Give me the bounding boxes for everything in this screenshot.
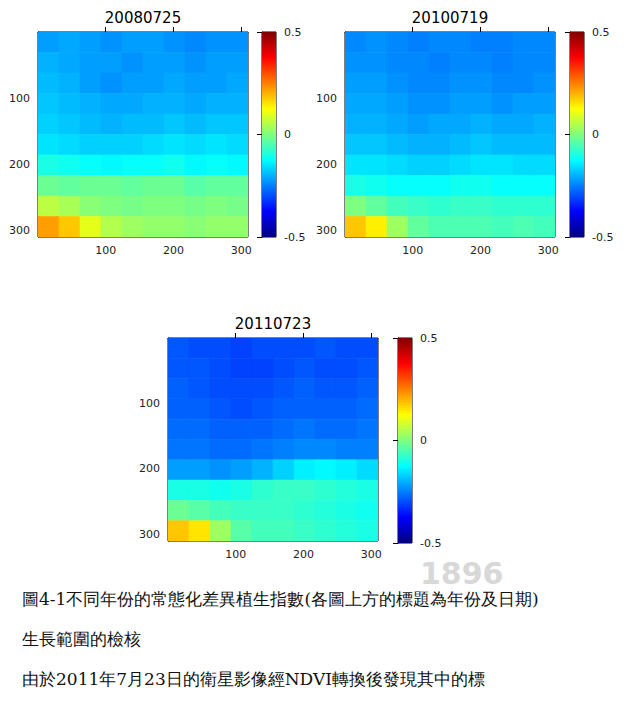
svg-text:300: 300 <box>316 224 337 237</box>
svg-text:0.5: 0.5 <box>592 26 610 39</box>
svg-text:0: 0 <box>284 128 291 141</box>
svg-text:20110723: 20110723 <box>235 315 311 333</box>
svg-text:0.5: 0.5 <box>284 26 302 39</box>
html-text:由於2011年7月23日的衛星影像經NDVI轉換後發現其中的: 由於2011年7月23日的衛星影像經NDVI轉換後發現其中的標 <box>22 669 485 689</box>
svg-text:0: 0 <box>420 434 427 447</box>
svg-text:200: 200 <box>293 548 314 560</box>
svg-text:0.5: 0.5 <box>420 332 438 345</box>
svg-text:300: 300 <box>139 528 160 541</box>
svg-text:0: 0 <box>592 128 599 141</box>
svg-text:200: 200 <box>316 158 337 171</box>
svg-text:-0.5: -0.5 <box>284 231 305 244</box>
svg-text:200: 200 <box>470 244 491 257</box>
svg-text:-0.5: -0.5 <box>420 537 441 550</box>
html-text:圖4-1不同年份的常態化差異植生指數(各圖上方的標題為年份及: 圖4-1不同年份的常態化差異植生指數(各圖上方的標題為年份及日期) <box>22 589 539 609</box>
svg-text:-0.5: -0.5 <box>592 231 613 244</box>
svg-text:100: 100 <box>316 92 337 105</box>
svg-text:200: 200 <box>163 244 184 257</box>
svg-text:100: 100 <box>9 92 30 105</box>
svg-text:100: 100 <box>402 244 423 257</box>
html-text:1896: 1896 <box>420 556 504 591</box>
svg-text:300: 300 <box>9 224 30 237</box>
svg-text:20080725: 20080725 <box>105 9 181 27</box>
svg-text:300: 300 <box>361 548 382 560</box>
svg-text:20100719: 20100719 <box>412 9 488 27</box>
svg-text:200: 200 <box>9 158 30 171</box>
svg-text:100: 100 <box>95 244 116 257</box>
svg-text:200: 200 <box>139 462 160 475</box>
html-text:生長範圍的檢核: 生長範圍的檢核 <box>22 629 141 649</box>
svg-text:100: 100 <box>139 397 160 410</box>
svg-text:100: 100 <box>225 548 246 560</box>
svg-text:300: 300 <box>538 244 559 257</box>
svg-text:300: 300 <box>231 244 252 257</box>
